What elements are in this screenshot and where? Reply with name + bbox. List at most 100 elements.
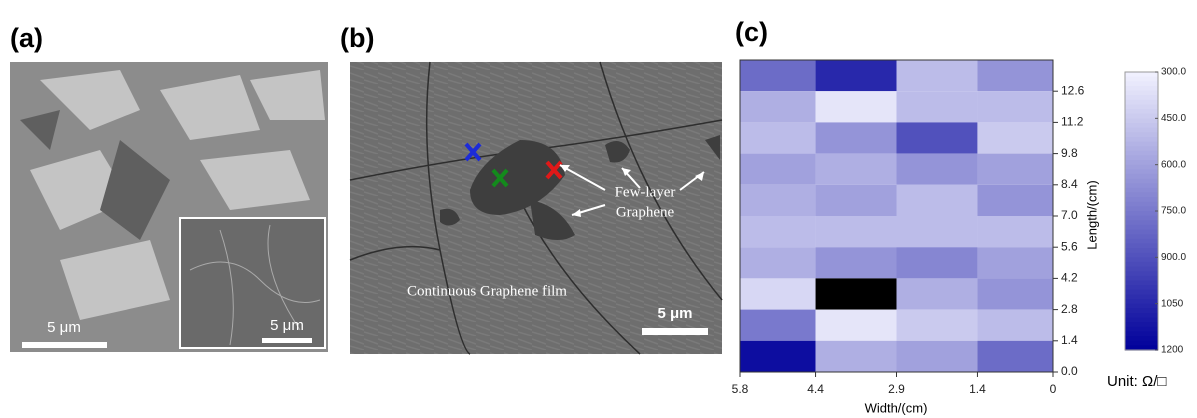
scale-bar-label: 5 μm (657, 305, 692, 322)
x-tick-label: 0 (1050, 382, 1057, 396)
colorbar-swatch (1125, 243, 1158, 248)
y-tick-label: 11.2 (1061, 115, 1084, 129)
heatmap-cell (977, 341, 1053, 372)
colorbar-swatch (1125, 276, 1158, 281)
heatmap-cell (897, 122, 978, 153)
heatmap-cell (816, 154, 897, 185)
x-tick-label: 1.4 (969, 382, 986, 396)
heatmap: 5.84.42.91.400.01.42.84.25.67.08.49.811.… (732, 60, 1187, 396)
colorbar-tick-label: 600.0 (1161, 159, 1186, 170)
colorbar-swatch (1125, 72, 1158, 77)
heatmap-cell (740, 278, 816, 309)
colorbar-swatch (1125, 225, 1158, 230)
heatmap-cell (897, 154, 978, 185)
colorbar-tick-label: 450.0 (1161, 113, 1186, 124)
colorbar-swatch (1125, 179, 1158, 184)
heatmap-cell (977, 216, 1053, 247)
colorbar-swatch (1125, 151, 1158, 156)
colorbar-swatch (1125, 308, 1158, 313)
y-tick-label: 12.6 (1061, 83, 1085, 97)
colorbar-swatch (1125, 327, 1158, 332)
heatmap-cell (816, 60, 897, 91)
colorbar-swatch (1125, 281, 1158, 286)
colorbar-swatch (1125, 174, 1158, 179)
colorbar-swatch (1125, 294, 1158, 299)
sem-image-a (10, 62, 328, 352)
heatmap-cell (816, 278, 897, 309)
heatmap-cell (740, 247, 816, 278)
y-tick-label: 8.4 (1061, 177, 1078, 191)
colorbar-swatch (1125, 192, 1158, 197)
heatmap-cell (740, 310, 816, 341)
y-axis-label: Length/(cm) (1084, 180, 1099, 249)
colorbar-swatch (1125, 271, 1158, 276)
y-tick-label: 2.8 (1061, 302, 1078, 316)
heatmap-cell (740, 154, 816, 185)
heatmap-cell (740, 122, 816, 153)
film-label: Continuous Graphene film (407, 283, 567, 299)
y-tick-label: 0.0 (1061, 364, 1078, 378)
heatmap-cell (740, 185, 816, 216)
colorbar-swatch (1125, 216, 1158, 221)
colorbar-tick-label: 900.0 (1161, 252, 1186, 263)
colorbar-swatch (1125, 81, 1158, 86)
annotation: Graphene (616, 204, 675, 220)
colorbar-swatch (1125, 91, 1158, 96)
colorbar-swatch (1125, 322, 1158, 327)
heatmap-cell (740, 341, 816, 372)
heatmap-cell (977, 278, 1053, 309)
colorbar-swatch (1125, 77, 1158, 82)
figure: (a) 5 μm 5 μm (b) Few-layer Graphene Con… (0, 0, 1197, 418)
x-tick-label: 5.8 (732, 382, 749, 396)
heatmap-cell (897, 91, 978, 122)
heatmap-cell (897, 247, 978, 278)
heatmap-cell (897, 341, 978, 372)
colorbar-tick-label: 300.0 (1161, 67, 1186, 78)
colorbar-swatch (1125, 341, 1158, 346)
y-tick-label: 4.2 (1061, 271, 1078, 285)
colorbar-swatch (1125, 230, 1158, 235)
colorbar-swatch (1125, 239, 1158, 244)
heatmap-cell (740, 91, 816, 122)
heatmap-cell (897, 278, 978, 309)
heatmap-cell (977, 60, 1053, 91)
colorbar-swatch (1125, 234, 1158, 239)
colorbar-swatch (1125, 183, 1158, 188)
colorbar-swatch (1125, 95, 1158, 100)
colorbar-swatch (1125, 313, 1158, 318)
y-tick-label: 9.8 (1061, 146, 1078, 160)
colorbar-swatch (1125, 267, 1158, 272)
panel-label: (c) (735, 17, 768, 47)
colorbar-swatch (1125, 331, 1158, 336)
colorbar-swatch (1125, 160, 1158, 165)
colorbar-swatch (1125, 137, 1158, 142)
colorbar-swatch (1125, 155, 1158, 160)
colorbar-swatch (1125, 202, 1158, 207)
colorbar-swatch (1125, 109, 1158, 114)
colorbar-swatch (1125, 253, 1158, 258)
heatmap-cell (897, 310, 978, 341)
heatmap-cell (816, 185, 897, 216)
colorbar-swatch (1125, 257, 1158, 262)
heatmap-cell (816, 122, 897, 153)
colorbar-swatch (1125, 100, 1158, 105)
colorbar-swatch (1125, 169, 1158, 174)
heatmap-cell (816, 310, 897, 341)
colorbar-swatch (1125, 220, 1158, 225)
colorbar-swatch (1125, 248, 1158, 253)
heatmap-cell (816, 91, 897, 122)
colorbar-swatch (1125, 211, 1158, 216)
colorbar-swatch (1125, 206, 1158, 211)
colorbar-swatch (1125, 86, 1158, 91)
heatmap-cell (816, 247, 897, 278)
heatmap-cell (897, 185, 978, 216)
heatmap-cell (977, 310, 1053, 341)
colorbar-swatch (1125, 197, 1158, 202)
scale-bar-label: 5 μm (47, 319, 81, 336)
colorbar-tick-label: 1200 (1161, 345, 1184, 356)
scale-bar-label: 5 μm (270, 317, 304, 334)
colorbar-swatch (1125, 118, 1158, 123)
colorbar-swatch (1125, 299, 1158, 304)
heatmap-cell (816, 341, 897, 372)
colorbar-tick-label: 750.0 (1161, 206, 1186, 217)
